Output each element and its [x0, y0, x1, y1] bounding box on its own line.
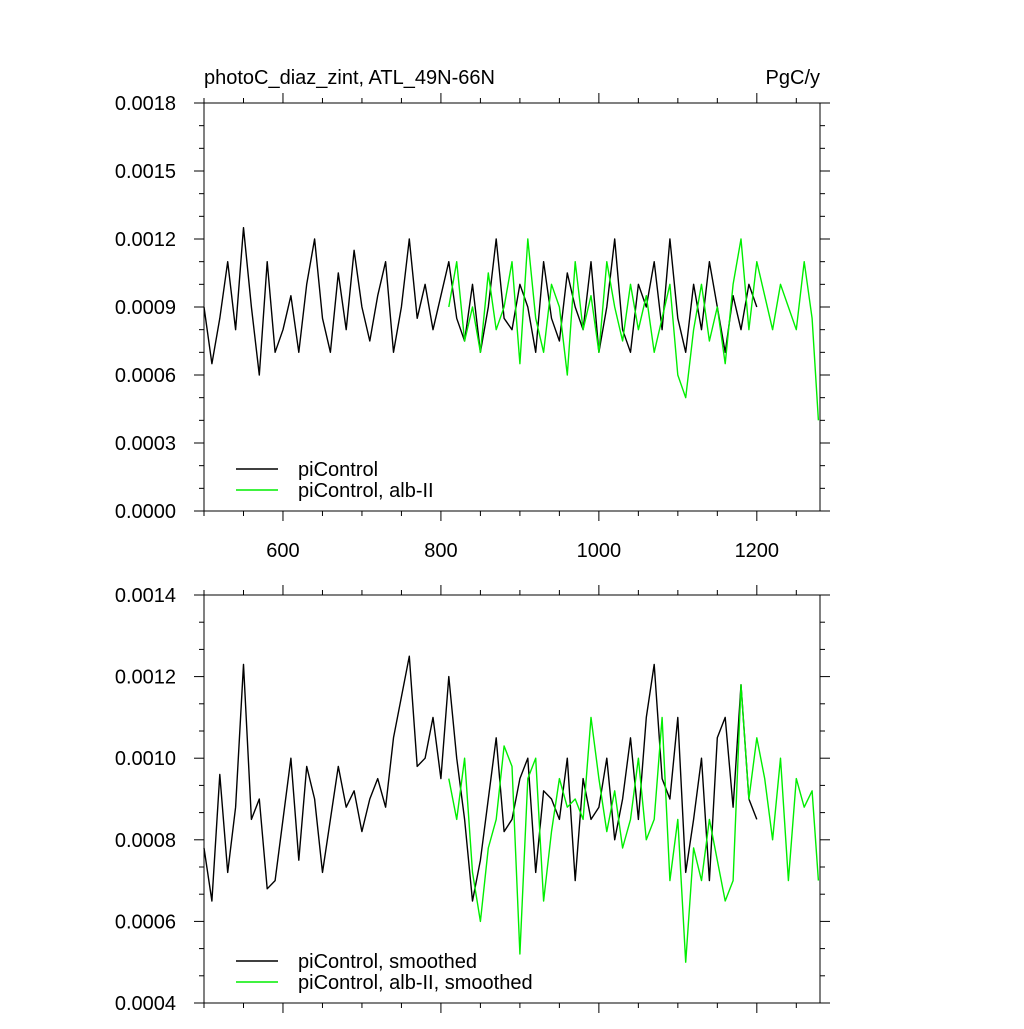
legend-label-0-0: piControl [298, 459, 378, 481]
panel-top: 600 800 1000 1200 0.0000 0.0003 0.0006 0.0009 0.… [115, 93, 830, 562]
y-tick-label-0-0: 0.0000 [115, 501, 176, 523]
legend-label-0-1: piControl, alb-II [298, 480, 434, 502]
series-line-1-1 [448, 684, 820, 963]
panel1-units: PgC/y [766, 67, 820, 89]
x-tick-label-0-0: 600 [266, 540, 299, 562]
series-line-1-0 [203, 655, 758, 902]
y-tick-label-0-4: 0.0012 [115, 229, 176, 251]
plot-frame-0 [203, 102, 821, 512]
plot-frame-1 [203, 594, 821, 1004]
y-tick-label-0-2: 0.0006 [115, 365, 176, 387]
series-line-0-1 [448, 238, 820, 421]
x-tick-label-0-2: 1000 [577, 540, 622, 562]
y-tick-label-1-5: 0.0014 [115, 585, 176, 607]
y-tick-label-0-6: 0.0018 [115, 93, 176, 115]
y-tick-label-0-1: 0.0003 [115, 433, 176, 455]
y-tick-label-0-5: 0.0015 [115, 161, 176, 183]
y-tick-label-1-1: 0.0006 [115, 911, 176, 933]
y-tick-label-1-4: 0.0012 [115, 667, 176, 689]
y-tick-label-0-3: 0.0009 [115, 297, 176, 319]
x-tick-label-0-1: 800 [424, 540, 457, 562]
legend-label-1-1: piControl, alb-II, smoothed [298, 972, 533, 994]
y-tick-label-1-0: 0.0004 [115, 993, 176, 1015]
y-tick-label-1-3: 0.0010 [115, 748, 176, 770]
x-tick-label-0-3: 1200 [735, 540, 780, 562]
y-tick-label-1-2: 0.0008 [115, 830, 176, 852]
legend-label-1-0: piControl, smoothed [298, 951, 477, 973]
panel-bottom: 0.0004 0.0006 0.0008 0.0010 0.0012 0.0014 piCo… [115, 585, 830, 1015]
panel1-title: photoC_diaz_zint, ATL_49N-66N [204, 67, 495, 89]
